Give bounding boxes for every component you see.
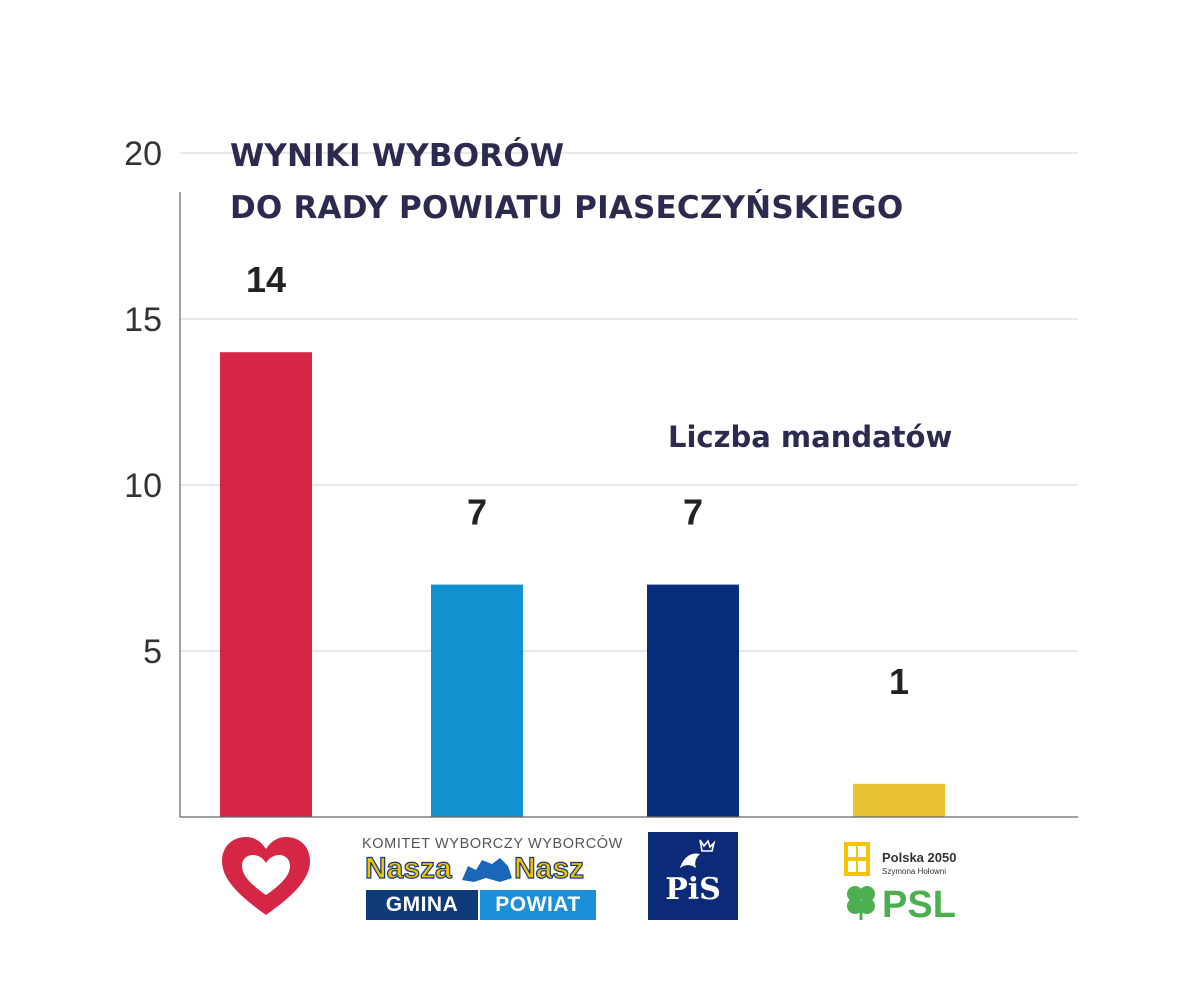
map-icon xyxy=(462,858,512,882)
kw-nasza-text: Nasza xyxy=(364,851,452,885)
polska2050-mark-icon xyxy=(844,842,870,876)
clover-icon xyxy=(847,886,875,920)
bars xyxy=(220,352,945,817)
chart-title-line-1: WYNIKI WYBORÓW xyxy=(230,138,565,174)
pis-text: PiS xyxy=(665,872,721,907)
eagle-crown-icon xyxy=(680,839,716,868)
polska2050-subtitle: Szymona Hołowni xyxy=(882,867,947,876)
data-label: 1 xyxy=(889,661,909,702)
y-tick-label: 20 xyxy=(124,135,162,173)
kw-nasz-text: Nasz xyxy=(513,851,585,885)
series-label: Liczba mandatów xyxy=(668,420,953,454)
kw-powiat-text: POWIAT xyxy=(480,890,596,920)
bar xyxy=(853,783,945,817)
y-tick-label: 15 xyxy=(124,301,162,339)
kw-gmina-text: GMINA xyxy=(366,890,478,920)
polska2050-name: Polska 2050 xyxy=(882,850,957,865)
heart-logo xyxy=(220,835,312,919)
polska2050-psl-logo: Polska 2050 Szymona Hołowni PSL xyxy=(842,840,972,926)
data-label: 14 xyxy=(246,259,286,300)
psl-text: PSL xyxy=(882,884,956,926)
bar xyxy=(431,584,523,817)
bar xyxy=(220,352,312,817)
y-tick-label: 5 xyxy=(143,633,162,671)
data-label: 7 xyxy=(683,492,703,533)
gridlines xyxy=(180,152,1078,652)
bar xyxy=(647,584,739,817)
chart-title-line-2: DO RADY POWIATU PIASECZYŃSKIEGO xyxy=(230,190,904,226)
kw-committee-text: KOMITET WYBORCZY WYBORCÓW xyxy=(362,836,623,852)
nasza-gmina-nasz-powiat-logo: KOMITET WYBORCZY WYBORCÓW Nasza Nasz GMI… xyxy=(362,836,623,920)
y-tick-labels: 5 10 15 20 xyxy=(124,135,162,671)
y-tick-label: 10 xyxy=(124,467,162,505)
pis-logo: PiS xyxy=(648,832,738,920)
heart-icon xyxy=(222,837,310,915)
data-labels: 14 7 7 1 xyxy=(246,259,909,702)
data-label: 7 xyxy=(467,492,487,533)
